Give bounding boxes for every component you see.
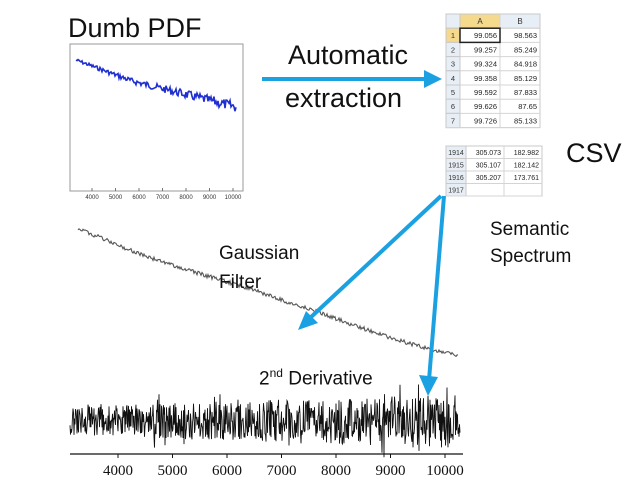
bottom-axis-ticks: 4000 5000 6000 7000 8000 9000 10000	[103, 454, 464, 479]
sheet-top-cell-b: 87.833	[514, 88, 537, 97]
sheet-bottom-rownum: 1914	[448, 150, 464, 157]
sheet-top-cell-b: 84.918	[514, 60, 537, 69]
gaussian-arrow-head	[298, 311, 318, 330]
extraction-arrow-head	[424, 70, 442, 88]
sheet-bottom-cell-b: 182.982	[514, 150, 539, 157]
sheet-bottom-rownum: 1917	[448, 188, 464, 195]
bottom-axis-tick-label: 4000	[103, 463, 133, 479]
sheet-top-rownum: 4	[451, 74, 455, 83]
pdf-thumb-tick-label: 9000	[203, 195, 217, 201]
sheet-bottom-cell-b: 173.761	[514, 175, 539, 182]
sheet-bottom-rownum: 1916	[448, 175, 464, 182]
bottom-axis-tick-label: 8000	[321, 463, 351, 479]
spreadsheet-top: A B 1 99.056 98.563 2 99.257 85.249 3 99.324 84.91…	[445, 13, 541, 129]
derivative-label: 2nd Derivative	[259, 366, 373, 390]
sheet-bottom-cell-a: 305.107	[476, 163, 501, 170]
bottom-axis-tick-label: 10000	[426, 463, 464, 479]
derivative-arrow-head	[419, 375, 438, 396]
sheet-top-rownum: 5	[451, 88, 455, 97]
sheet-top-cell-b: 85.249	[514, 45, 537, 54]
sheet-top-cell-a: 99.324	[474, 60, 497, 69]
sheet-top-cell-a: 99.592	[474, 88, 497, 97]
spreadsheet-bottom: 1914 305.073 182.982 1915 305.107 182.142 1916…	[445, 145, 543, 197]
sheet-top-cell-a: 99.358	[474, 74, 497, 83]
sheet-bottom-rownum: 1915	[448, 163, 464, 170]
derivative-label-sup: nd	[269, 366, 283, 380]
semantic-label: Semantic	[490, 219, 570, 240]
sheet-top-rownum: 2	[451, 45, 455, 54]
sheet-top-cell-a: 99.726	[474, 116, 497, 125]
sheet-top-cell-b: 87.65	[518, 102, 537, 111]
pdf-thumb-tick-label: 8000	[179, 195, 193, 201]
sheet-top-cell-b: 98.563	[514, 31, 537, 40]
sheet-bottom-cell-a: 305.073	[476, 150, 501, 157]
derivative-spectrum	[69, 384, 461, 458]
gaussian-filtered-spectrum	[77, 228, 459, 358]
sheet-top-cell-a: 99.257	[474, 45, 497, 54]
gaussian-label: Gaussian	[219, 243, 300, 264]
pdf-thumb-tick-label: 6000	[132, 195, 146, 201]
sheet-top-rownum: 7	[451, 116, 455, 125]
filter-label: Filter	[219, 272, 262, 293]
automatic-label: Automatic	[288, 40, 409, 70]
pdf-thumb-tick-label: 10000	[225, 195, 242, 201]
dumb-pdf-label: Dumb PDF	[68, 13, 202, 43]
csv-label: CSV	[566, 138, 622, 168]
sheet-top-cell-a: 99.056	[474, 31, 497, 40]
sheet-top-cell-b: 85.129	[514, 74, 537, 83]
gaussian-arrow-shaft	[308, 194, 443, 320]
sheet-top-col-header: B	[517, 17, 522, 26]
pdf-thumb-tick-label: 4000	[85, 195, 99, 201]
pdf-spectrum-line	[75, 58, 237, 112]
derivative-label-base: 2	[259, 368, 270, 390]
pdf-thumb-tick-label: 7000	[156, 195, 170, 201]
extraction-label: extraction	[285, 83, 403, 113]
bottom-axis-tick-label: 5000	[158, 463, 188, 479]
sheet-top-cell-a: 99.626	[474, 102, 497, 111]
sheet-bottom-cell-b: 182.142	[514, 163, 539, 170]
sheet-top-rownum: 1	[451, 31, 455, 40]
derivative-label-rest: Derivative	[282, 368, 373, 390]
sheet-bottom-cell-a: 305.207	[476, 175, 501, 182]
sheet-top-rownum: 6	[451, 102, 455, 111]
spectrum-label: Spectrum	[490, 246, 572, 267]
sheet-top-rownum: 3	[451, 60, 455, 69]
sheet-top-col-header: A	[477, 17, 483, 26]
bottom-axis-tick-label: 6000	[212, 463, 242, 479]
pdf-thumbnail-axis: 4000 5000 6000 7000 8000 9000 10000	[85, 188, 242, 201]
sheet-top-cell-b: 85.133	[514, 116, 537, 125]
pdf-thumb-tick-label: 5000	[109, 195, 123, 201]
sheet-top-selected-cell	[459, 27, 501, 44]
bottom-axis-tick-label: 7000	[267, 463, 297, 479]
derivative-arrow-shaft	[427, 195, 446, 381]
bottom-axis-tick-label: 9000	[376, 463, 406, 479]
